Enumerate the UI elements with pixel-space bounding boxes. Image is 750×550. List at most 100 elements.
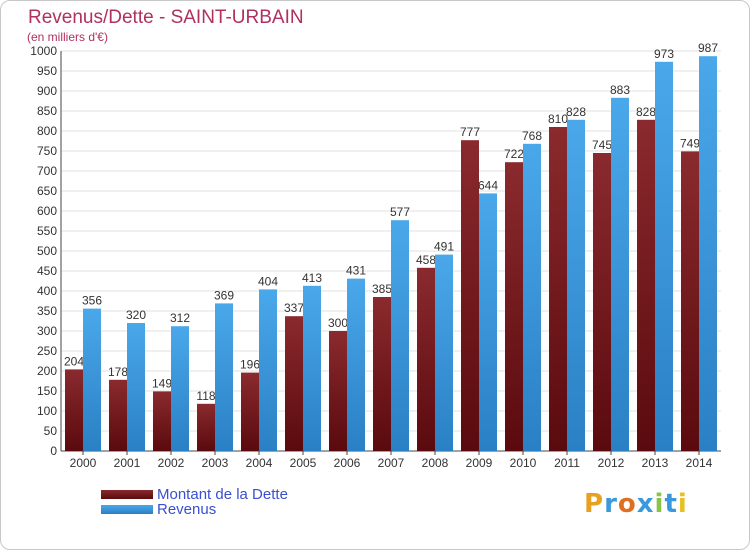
bar-debt	[109, 379, 127, 451]
data-label-revenus: 369	[214, 288, 234, 302]
y-tick-label: 200	[37, 364, 57, 378]
data-label-debt: 300	[328, 316, 348, 330]
x-tick-label: 2008	[422, 456, 449, 470]
x-tick-label: 2013	[642, 456, 669, 470]
data-label-revenus: 577	[390, 205, 410, 219]
y-tick-label: 800	[37, 124, 57, 138]
bar-revenus	[611, 97, 629, 452]
y-tick-label: 450	[37, 264, 57, 278]
data-label-debt: 178	[108, 365, 128, 379]
bar-revenus	[127, 323, 145, 451]
bar-debt	[197, 403, 215, 451]
bar-debt	[417, 267, 435, 451]
data-label-revenus: 768	[522, 129, 542, 143]
legend-swatch-revenus	[101, 505, 153, 514]
data-label-revenus: 883	[610, 83, 630, 97]
bar-debt	[461, 140, 479, 451]
bar-revenus	[655, 61, 673, 452]
bar-debt	[549, 127, 567, 451]
y-tick-label: 700	[37, 164, 57, 178]
proxiti-logo: Proxiti	[584, 489, 688, 519]
data-label-revenus: 356	[82, 294, 102, 308]
data-label-debt: 118	[196, 389, 215, 403]
legend-label-revenus: Revenus	[157, 501, 217, 518]
bar-debt	[65, 369, 83, 451]
bar-revenus	[567, 119, 585, 452]
data-label-debt: 458	[416, 253, 436, 267]
bar-revenus	[347, 278, 365, 451]
bar-debt	[329, 331, 347, 451]
bar-debt	[285, 316, 303, 451]
data-label-revenus: 828	[566, 105, 586, 119]
x-tick-label: 2009	[466, 456, 493, 470]
y-tick-label: 550	[37, 224, 57, 238]
y-tick-label: 950	[37, 64, 57, 78]
y-tick-label: 50	[44, 424, 58, 438]
y-tick-label: 350	[37, 304, 57, 318]
data-label-revenus: 404	[258, 274, 278, 288]
data-label-revenus: 431	[346, 264, 366, 278]
y-tick-label: 650	[37, 184, 57, 198]
bar-revenus	[523, 143, 541, 452]
logo-letter: i	[654, 489, 665, 519]
data-label-debt: 745	[592, 138, 612, 152]
data-label-debt: 810	[548, 112, 568, 126]
data-label-revenus: 987	[698, 41, 718, 55]
chart-subtitle: (en milliers d'€)	[27, 30, 108, 44]
bar-revenus	[303, 285, 321, 451]
chart-title: Revenus/Dette - SAINT-URBAIN	[28, 7, 304, 28]
y-tick-label: 900	[37, 84, 57, 98]
logo-letter: P	[584, 489, 605, 519]
data-label-revenus: 973	[654, 47, 674, 61]
y-tick-label: 300	[37, 324, 57, 338]
y-tick-label: 400	[37, 284, 57, 298]
data-label-debt: 777	[460, 125, 480, 139]
bar-debt	[373, 297, 391, 451]
x-tick-label: 2004	[246, 456, 273, 470]
bar-revenus	[699, 56, 717, 451]
x-tick-label: 2006	[334, 456, 361, 470]
bar-revenus	[171, 326, 189, 451]
x-tick-label: 2012	[598, 456, 625, 470]
x-tick-label: 2007	[378, 456, 405, 470]
x-tick-label: 2010	[510, 456, 537, 470]
logo-letter: o	[617, 489, 637, 519]
logo-letter: i	[677, 489, 688, 519]
bar-debt	[593, 153, 611, 451]
bar-debt	[637, 119, 655, 452]
data-label-revenus: 312	[170, 311, 190, 325]
y-tick-label: 850	[37, 104, 57, 118]
bar-revenus	[215, 303, 233, 451]
legend-swatch-debt	[101, 490, 153, 499]
bar-revenus	[391, 220, 409, 451]
data-label-debt: 149	[152, 376, 172, 390]
y-tick-label: 600	[37, 204, 57, 218]
x-tick-label: 2000	[70, 456, 97, 470]
bar-debt	[241, 372, 259, 451]
x-tick-label: 2011	[554, 456, 580, 470]
bar-revenus	[435, 254, 453, 451]
bar-revenus	[83, 308, 101, 451]
bar-debt	[505, 162, 523, 451]
data-label-debt: 204	[64, 354, 84, 368]
data-label-debt: 828	[636, 105, 656, 119]
x-tick-label: 2003	[202, 456, 229, 470]
y-tick-label: 0	[50, 444, 57, 458]
legend-label-debt: Montant de la Dette	[157, 486, 288, 503]
y-tick-label: 1000	[30, 44, 57, 58]
y-tick-label: 150	[37, 384, 57, 398]
data-label-debt: 337	[284, 301, 304, 315]
logo-letter: r	[604, 489, 618, 519]
bar-debt	[153, 391, 171, 451]
logo-letter: x	[636, 489, 655, 519]
y-tick-label: 750	[37, 144, 57, 158]
data-label-debt: 749	[680, 136, 700, 150]
data-label-revenus: 413	[302, 271, 322, 285]
bar-debt	[681, 151, 699, 451]
data-label-revenus: 644	[478, 178, 498, 192]
logo-letter: t	[664, 489, 678, 519]
data-label-revenus: 320	[126, 308, 146, 322]
data-label-debt: 385	[372, 282, 392, 296]
bar-revenus	[479, 193, 497, 451]
